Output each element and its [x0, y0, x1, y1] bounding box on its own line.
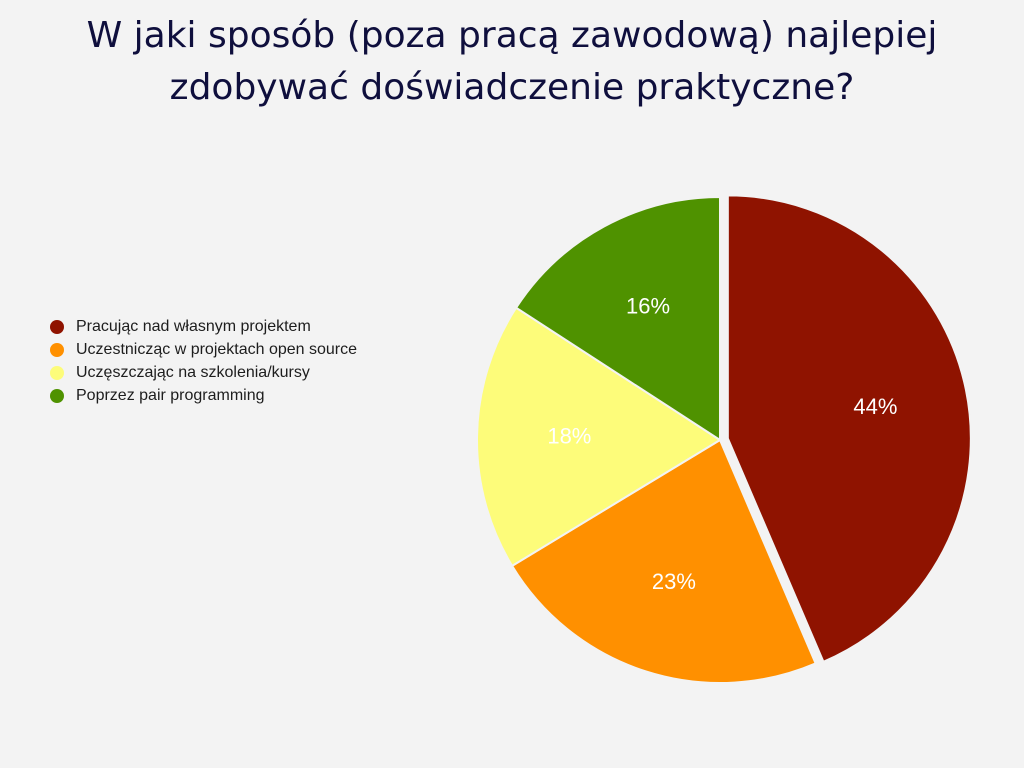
chart-title-line-1: W jaki sposób (poza pracą zawodową) najl… [86, 15, 938, 56]
legend-swatch-pair-programming [50, 388, 64, 403]
legend-item-open-source: Uczestnicząc w projektach open source [50, 338, 450, 361]
pie-slice-own-project [726, 194, 972, 664]
pie-label-open-source: 23% [652, 569, 696, 594]
legend-swatch-courses [50, 365, 64, 380]
legend-label-courses: Uczęszczając na szkolenia/kursy [76, 363, 310, 381]
pie-slice-courses [476, 306, 722, 568]
chart-title: W jaki sposób (poza pracą zawodową) najl… [0, 10, 1024, 114]
legend-swatch-open-source [50, 342, 64, 357]
pie-label-own-project: 44% [853, 394, 897, 419]
pie-slice-open-source [510, 438, 817, 684]
pie-label-pair-programming: 16% [626, 293, 670, 318]
legend-item-pair-programming: Poprzez pair programming [50, 384, 450, 407]
legend-label-pair-programming: Poprzez pair programming [76, 386, 265, 404]
legend-item-courses: Uczęszczając na szkolenia/kursy [50, 361, 450, 384]
legend-swatch-own-project [50, 319, 64, 334]
legend-label-own-project: Pracując nad własnym projektem [76, 317, 311, 335]
pie-slice-pair-programming [514, 195, 721, 442]
legend-item-own-project: Pracując nad własnym projektem [50, 315, 450, 338]
legend: Pracując nad własnym projektem Uczestnic… [50, 315, 450, 407]
legend-label-open-source: Uczestnicząc w projektach open source [76, 340, 358, 358]
chart-title-line-2: zdobywać doświadczenie praktyczne? [169, 67, 855, 108]
pie-label-courses: 18% [547, 423, 591, 448]
